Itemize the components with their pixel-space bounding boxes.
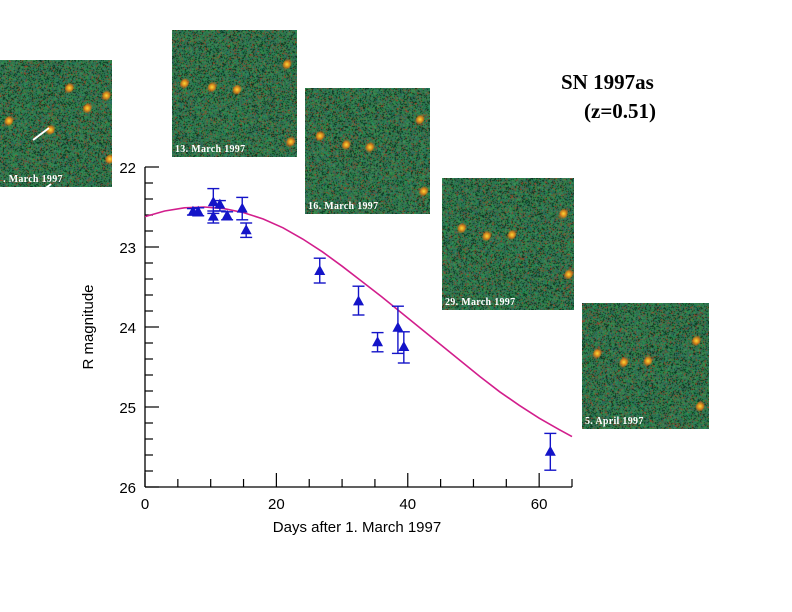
thumbnail-date-label: 13. March 1997 — [175, 144, 246, 155]
triangle-marker — [221, 209, 233, 220]
data-point — [391, 305, 404, 355]
triangle-marker — [240, 224, 252, 235]
data-point — [221, 209, 234, 221]
y-axis-title: R magnitude — [80, 284, 97, 369]
data-point — [236, 196, 249, 221]
data-point — [240, 222, 253, 239]
data-point — [352, 285, 365, 316]
sky-image — [582, 303, 709, 429]
triangle-marker — [314, 265, 326, 275]
data-point — [213, 198, 226, 212]
x-tick-label: 60 — [531, 496, 548, 513]
data-point — [192, 205, 205, 217]
data-point — [397, 331, 410, 364]
triangle-marker — [544, 445, 556, 456]
data-point — [371, 331, 384, 353]
triangle-marker — [207, 210, 219, 221]
data-point — [544, 432, 557, 471]
sky-image — [305, 88, 430, 214]
thumbnail-2: 13. March 1997 — [172, 30, 297, 157]
thumbnail-date-label: . March 1997 — [3, 174, 63, 185]
thumbnail-date-label: 29. March 1997 — [445, 297, 516, 308]
y-tick-label: 24 — [119, 320, 136, 337]
x-tick-label: 20 — [268, 496, 285, 513]
chart-title-line1: SN 1997as — [561, 70, 654, 94]
triangle-marker — [392, 321, 404, 332]
thumbnail-date-label: 5. April 1997 — [585, 416, 644, 427]
sky-image — [442, 178, 574, 310]
thumbnail-5: 5. April 1997 — [582, 303, 709, 429]
x-tick-label: 40 — [399, 496, 416, 513]
thumbnail-3: 16. March 1997 — [305, 88, 430, 214]
axes: 22 23 24 25 26 0 20 40 60 — [119, 160, 573, 513]
chart-title-line2: (z=0.51) — [584, 99, 657, 123]
data-point — [207, 210, 220, 224]
data-point — [207, 187, 220, 215]
x-axis-title: Days after 1. March 1997 — [273, 519, 441, 536]
sky-image — [0, 60, 112, 187]
triangle-marker — [207, 196, 219, 207]
triangle-marker — [372, 336, 384, 347]
sky-image — [172, 30, 297, 157]
triangle-marker — [214, 198, 226, 209]
data-point — [313, 257, 326, 284]
triangle-marker — [192, 205, 204, 216]
triangle-marker — [353, 295, 364, 306]
data-points-layer — [186, 187, 557, 471]
thumbnail-1: . March 1997 — [0, 60, 112, 187]
triangle-marker — [236, 202, 248, 213]
y-tick-label: 26 — [119, 480, 136, 497]
y-tick-label: 25 — [119, 400, 136, 417]
x-tick-label: 0 — [141, 496, 149, 513]
thumbnail-date-label: 16. March 1997 — [308, 201, 379, 212]
y-tick-label: 23 — [119, 240, 136, 257]
triangle-marker — [398, 341, 410, 351]
arrow-icon — [32, 127, 52, 187]
y-tick-label: 22 — [119, 160, 136, 177]
thumbnail-4: 29. March 1997 — [442, 178, 574, 310]
